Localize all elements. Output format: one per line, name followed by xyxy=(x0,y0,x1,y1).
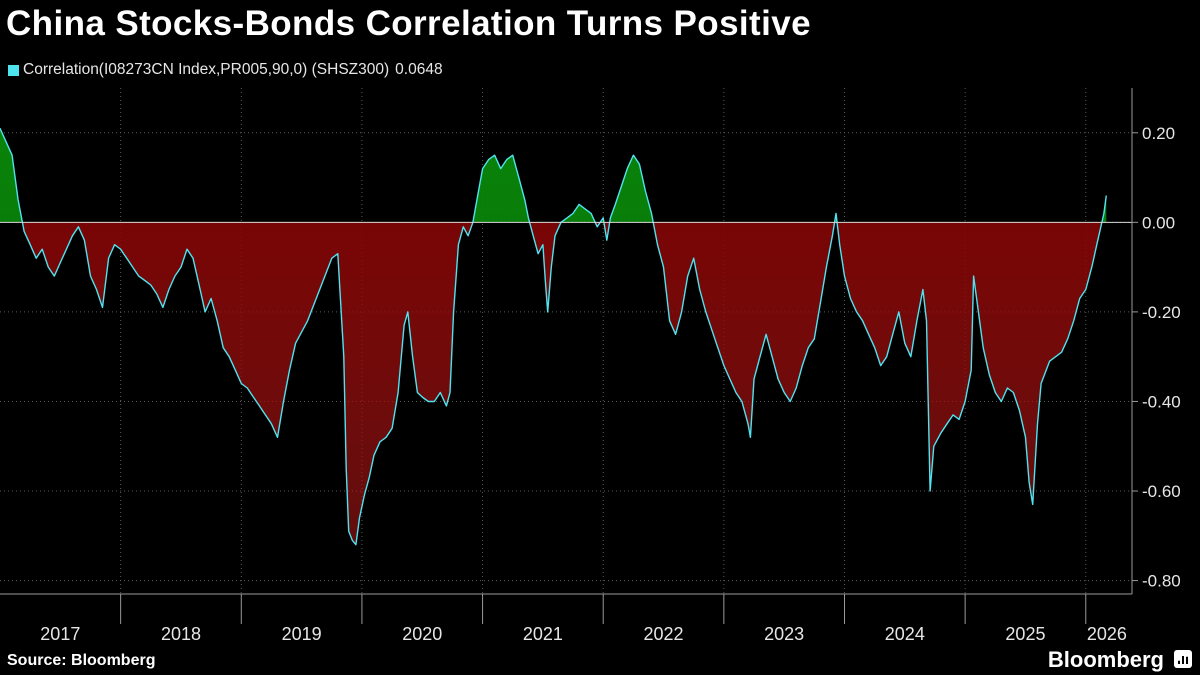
x-tick-label: 2025 xyxy=(1005,624,1045,644)
y-tick-label: -0.40 xyxy=(1142,392,1181,411)
y-tick-label: -0.60 xyxy=(1142,482,1181,501)
negative-area xyxy=(22,222,1102,545)
x-tick-label: 2017 xyxy=(40,624,80,644)
x-tick-label: 2026 xyxy=(1087,624,1127,644)
x-tick-label: 2018 xyxy=(161,624,201,644)
legend-swatch xyxy=(8,64,19,76)
legend: Correlation(I08273CN Index,PR005,90,0) (… xyxy=(8,61,443,79)
correlation-line xyxy=(0,128,1107,546)
y-tick-label: 0.00 xyxy=(1142,213,1175,232)
x-tick-label: 2020 xyxy=(402,624,442,644)
legend-series-name: Correlation(I08273CN Index,PR005,90,0) (… xyxy=(23,61,390,78)
x-tick-label: 2021 xyxy=(523,624,563,644)
source-note: Source: Bloomberg xyxy=(7,652,156,669)
y-tick-label: 0.20 xyxy=(1142,124,1175,143)
y-tick-label: -0.20 xyxy=(1142,303,1181,322)
bloomberg-logo-icon xyxy=(1174,650,1192,668)
x-tick-label: 2024 xyxy=(885,624,925,644)
chart-title: China Stocks-Bonds Correlation Turns Pos… xyxy=(6,4,811,43)
legend-last-value: 0.0648 xyxy=(395,61,443,78)
bloomberg-brand: Bloomberg xyxy=(1047,647,1164,672)
x-tick-label: 2022 xyxy=(644,624,684,644)
y-tick-label: -0.80 xyxy=(1142,572,1181,591)
x-tick-label: 2019 xyxy=(282,624,322,644)
x-tick-label: 2023 xyxy=(764,624,804,644)
